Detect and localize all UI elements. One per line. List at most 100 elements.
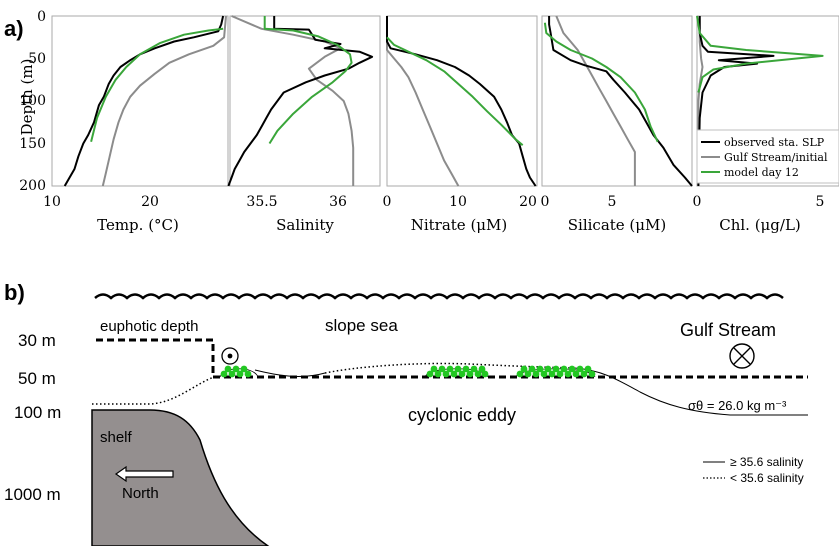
sigma-theta-label: σθ = 26.0 kg m⁻³ [688,398,787,413]
phytoplankton-dot [458,370,466,378]
phytoplankton-dot [426,370,434,378]
series-line-gulf-stream [231,15,355,186]
phytoplankton-dot [516,370,524,378]
phytoplankton-dot [540,370,548,378]
x-tick-label: 5 [608,194,617,210]
x-tick-label: 0 [693,194,702,210]
series-line-model [386,36,524,146]
phytoplankton-dot [446,365,454,373]
x-axis-label-temp: Temp. (°C) [97,216,179,234]
phytoplankton-dot [552,365,560,373]
phytoplankton-patches [219,365,596,378]
north-arrow-icon [114,465,174,483]
y-axis-label: Depth (m) [18,59,36,136]
panel-a-label: a) [4,16,24,41]
y-tick-label: 100 [19,93,46,109]
panel-b-label: b) [4,280,25,305]
phytoplankton-dot [576,365,584,373]
series-line-model [90,27,224,143]
cyclonic-eddy-label: cyclonic eddy [408,405,516,425]
phytoplankton-dot [560,365,568,373]
phytoplankton-dot [556,370,564,378]
y-tick-label: 150 [19,136,46,152]
shelf-label: shelf [100,429,133,446]
panel-frame [386,15,538,187]
panel-frame [541,15,693,187]
series-line-gulf-stream [101,15,227,187]
phytoplankton-dot [532,370,540,378]
series-line-gulf-stream [555,15,636,186]
x-axis-label-nitrate: Nitrate (μM) [411,216,508,234]
x-tick-label: 35.5 [246,194,277,210]
phytoplankton-dot [228,370,236,378]
sea-surface-waves [94,293,784,300]
schematic-diagram: 30 m 50 m 100 m 1000 m shelf North eupho… [4,293,808,546]
panel-frame [51,15,229,187]
series-line-model [696,15,824,93]
series-line-observed [548,16,693,187]
series-line-observed [227,16,374,187]
y-tick-label: 0 [37,9,46,25]
current-into-page-cross [733,347,751,365]
phytoplankton-dot [220,370,228,378]
phytoplankton-dot [536,365,544,373]
phytoplankton-dot [236,370,244,378]
x-tick-label: 36 [329,194,347,210]
x-axis-label-salinity: Salinity [276,216,334,234]
phytoplankton-dot [454,365,462,373]
current-out-of-page-dot [227,353,233,359]
phytoplankton-dot [528,365,536,373]
phytoplankton-dot [588,370,596,378]
x-tick-label: 20 [519,194,537,210]
phytoplankton-dot [430,365,438,373]
salinity-legend-low: < 35.6 salinity [730,471,804,485]
phytoplankton-dot [466,370,474,378]
panel-frame [229,15,381,187]
phytoplankton-dot [224,365,232,373]
phytoplankton-dot [240,365,248,373]
phytoplankton-dot [474,370,482,378]
depth-label-1000m: 1000 m [4,485,61,504]
legend-label-gulf-stream: Gulf Stream/initial [724,151,828,164]
phytoplankton-dot [462,365,470,373]
y-tick-labels: 0 50 100 150 200 [19,9,46,194]
phytoplankton-dot [450,370,458,378]
depth-label-30m: 30 m [18,331,56,350]
phytoplankton-dot [520,365,528,373]
series-line-model [543,22,659,143]
isopycnal-low-salinity-shelf [92,376,215,405]
depth-label-50m: 50 m [18,369,56,388]
series-line-observed [386,16,537,187]
phytoplankton-dot [544,365,552,373]
phytoplankton-dot [478,365,486,373]
continental-shelf [91,409,270,546]
series-line-gulf-stream [386,16,460,187]
phytoplankton-dot [470,365,478,373]
series-line-observed [63,15,225,187]
euphotic-depth-label: euphotic depth [100,318,198,335]
x-tick-labels: 10 20 35.5 36 0 10 20 0 5 0 5 [43,194,824,210]
legend-box [696,129,839,184]
series-line-model [263,16,353,145]
phytoplankton-dot [524,370,532,378]
phytoplankton-dot [568,365,576,373]
y-tick-label: 200 [19,178,46,194]
x-axis-labels: Temp. (°C) Salinity Nitrate (μM) Silicat… [97,216,801,234]
x-tick-label: 0 [383,194,392,210]
salinity-legend-high: ≥ 35.6 salinity [730,455,803,469]
slope-sea-label: slope sea [325,316,398,335]
phytoplankton-dot [548,370,556,378]
north-label: North [122,485,159,502]
phytoplankton-dot [442,370,450,378]
phytoplankton-dot [438,365,446,373]
phytoplankton-dot [244,370,252,378]
x-axis-label-chl: Chl. (μg/L) [719,216,801,234]
phytoplankton-dot [580,370,588,378]
x-tick-label: 10 [43,194,61,210]
phytoplankton-dot [481,370,489,378]
euphotic-depth-line [96,338,808,379]
legend-label-model: model day 12 [724,166,799,179]
x-tick-label: 0 [541,194,550,210]
x-tick-label: 5 [816,194,825,210]
